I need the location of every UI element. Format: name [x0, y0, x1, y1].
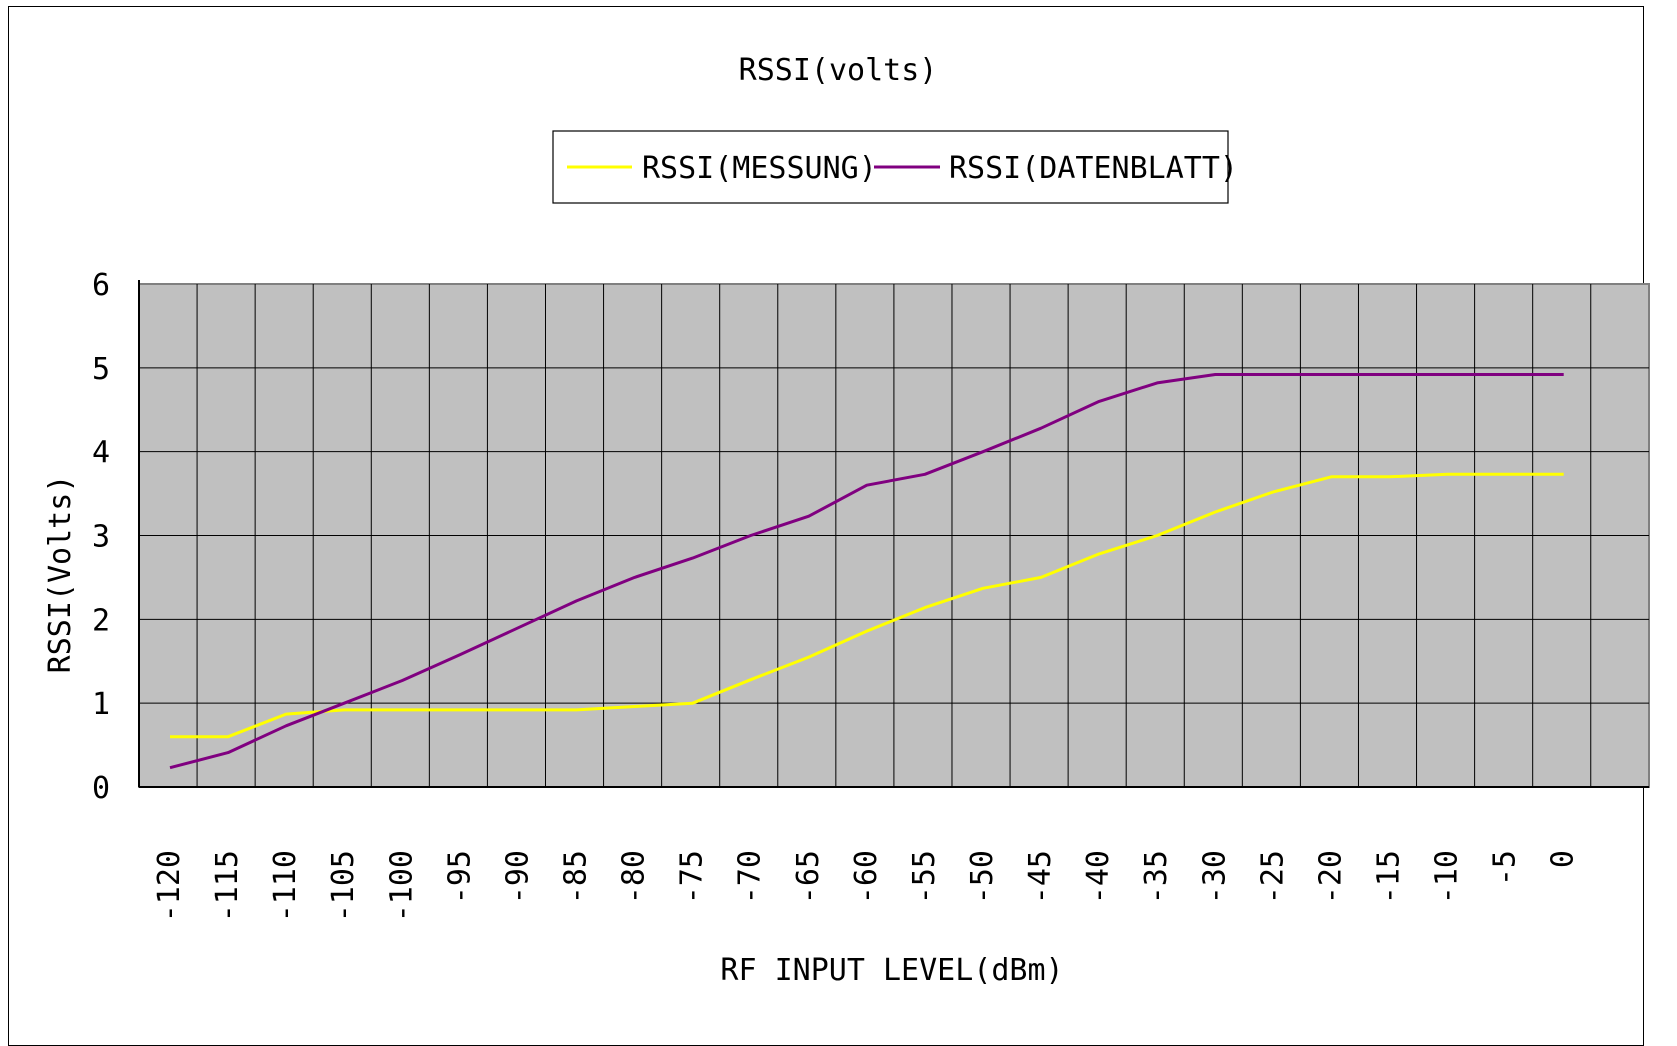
- x-tick-label: 0: [1546, 850, 1581, 868]
- x-tick-label: -85: [558, 850, 593, 904]
- x-tick-label: -50: [965, 850, 1000, 904]
- y-tick-label: 3: [92, 520, 110, 555]
- x-tick-label: -95: [442, 850, 477, 904]
- x-tick-label: -5: [1488, 850, 1523, 886]
- axes: [138, 280, 1649, 788]
- x-tick-label: -105: [326, 850, 361, 922]
- x-tick-label: -35: [1139, 850, 1174, 904]
- x-tick-label: -30: [1197, 850, 1232, 904]
- x-tick-label: -100: [384, 850, 419, 922]
- x-tick-label: -115: [210, 850, 245, 922]
- y-tick-label: 4: [92, 436, 110, 471]
- x-tick-label: -20: [1313, 850, 1348, 904]
- gridlines: [139, 284, 1649, 787]
- legend-label-messung: RSSI(MESSUNG): [642, 151, 877, 186]
- x-tick-label: -90: [500, 850, 535, 904]
- x-tick-label: -75: [675, 850, 710, 904]
- x-axis-tick-labels: -120 -115 -110 -105 -100 -95 -90 -85 -80 -75 -70 -6…: [152, 850, 1581, 922]
- x-tick-label: -45: [1023, 850, 1058, 904]
- series-line-messung[interactable]: [170, 472, 1564, 739]
- x-tick-label: -10: [1430, 850, 1465, 904]
- x-tick-label: -25: [1255, 850, 1290, 904]
- y-axis-label: RSSI(Volts): [43, 475, 78, 674]
- y-tick-label: 1: [92, 687, 110, 722]
- y-axis-tick-labels: 0 1 2 3 4 5 6: [92, 268, 110, 806]
- series-line-datenblatt[interactable]: [169, 373, 1564, 770]
- x-tick-label: -55: [907, 850, 942, 904]
- legend-label-datenblatt: RSSI(DATENBLATT): [949, 151, 1238, 186]
- x-axis-label: RF INPUT LEVEL(dBm): [720, 953, 1063, 988]
- x-tick-label: -40: [1081, 850, 1116, 904]
- series-lines: [169, 373, 1564, 770]
- x-tick-label: -110: [268, 850, 303, 922]
- y-tick-label: 0: [92, 771, 110, 806]
- chart-title: RSSI(volts): [739, 53, 938, 88]
- x-tick-label: -70: [733, 850, 768, 904]
- x-tick-label: -80: [617, 850, 652, 904]
- y-tick-label: 6: [92, 268, 110, 303]
- x-tick-label: -65: [791, 850, 826, 904]
- x-tick-label: -120: [152, 850, 187, 922]
- x-tick-label: -60: [849, 850, 884, 904]
- legend[interactable]: RSSI(MESSUNG) RSSI(DATENBLATT): [552, 130, 1238, 204]
- y-tick-label: 5: [92, 352, 110, 387]
- y-tick-label: 2: [92, 603, 110, 638]
- x-tick-label: -15: [1371, 850, 1406, 904]
